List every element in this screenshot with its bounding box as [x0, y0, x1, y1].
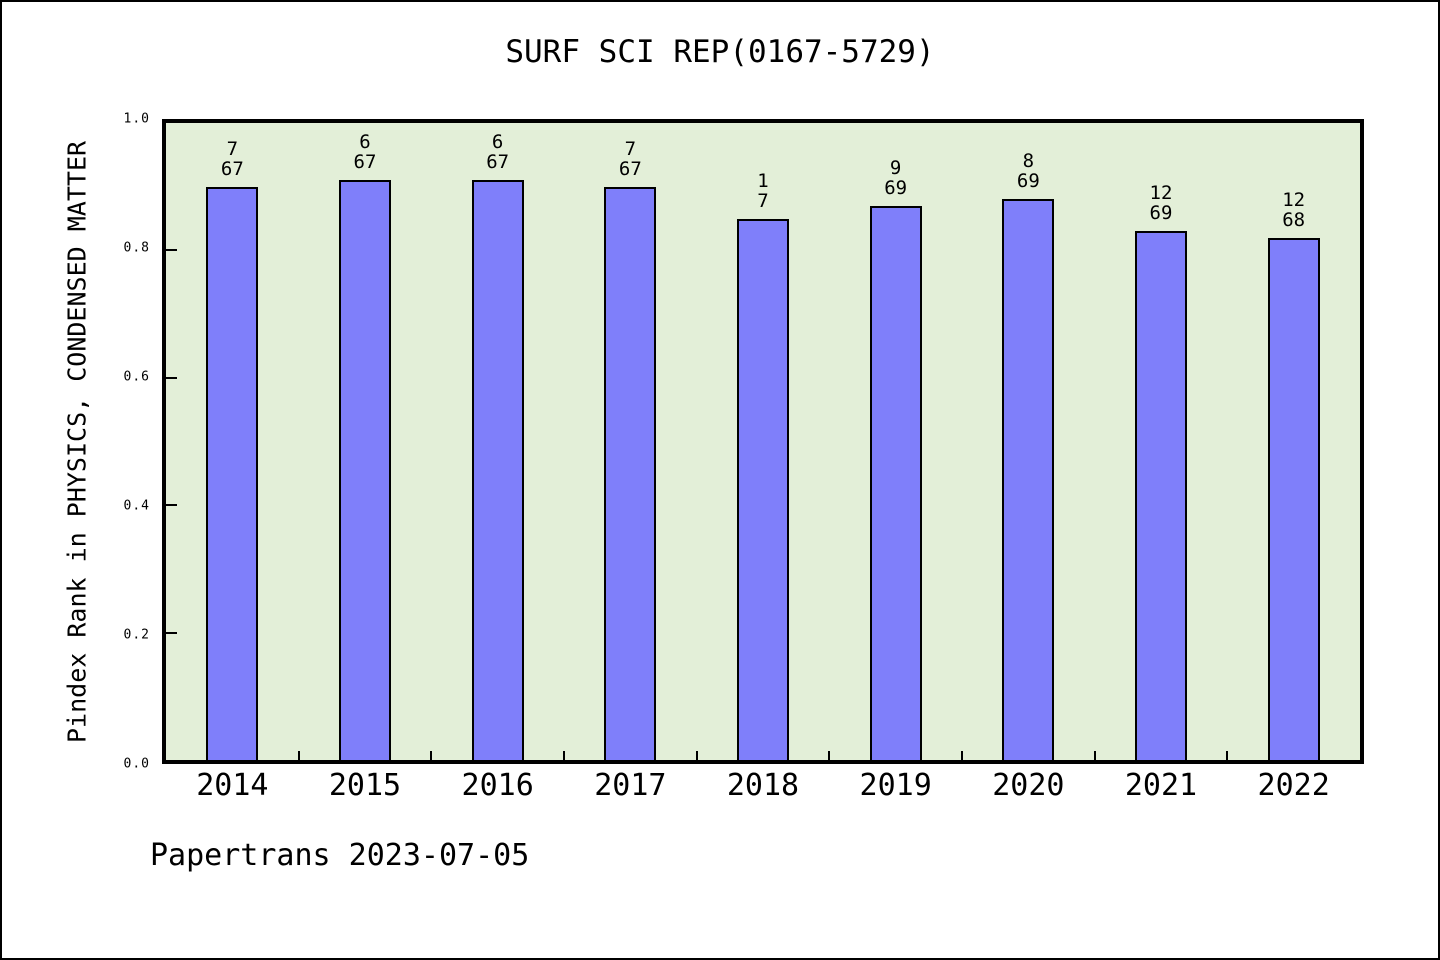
bar-category-2021: 12 69	[1095, 123, 1228, 760]
y-tick-label: 0.4	[123, 498, 150, 514]
bar-value-label: 12 68	[1282, 190, 1305, 230]
bar-value-label: 7 67	[619, 139, 642, 179]
x-tick-label: 2014	[196, 768, 269, 803]
x-tick-label: 2018	[726, 768, 800, 803]
bar	[736, 218, 789, 760]
bar-category-2017: 7 67	[564, 123, 697, 760]
x-axis-tick	[1226, 751, 1229, 760]
rank-value: 7	[226, 137, 239, 160]
total-value: 67	[353, 151, 377, 174]
total-value: 68	[1282, 208, 1306, 231]
bar	[338, 180, 391, 760]
bar	[206, 186, 259, 760]
y-axis-tick	[166, 504, 177, 507]
bar	[1134, 231, 1187, 760]
bar	[471, 180, 524, 760]
total-value: 7	[757, 189, 769, 212]
bar-value-label: 6 67	[486, 132, 509, 172]
y-tick-label: 0.2	[123, 627, 150, 643]
total-value: 69	[884, 176, 908, 199]
rank-value: 12	[1282, 188, 1306, 211]
y-axis-tick	[166, 376, 177, 379]
bar-category-2014: 7 67	[166, 123, 299, 760]
rank-value: 9	[889, 156, 902, 179]
total-value: 69	[1149, 202, 1173, 225]
y-axis-tick	[166, 249, 177, 252]
bar	[1267, 237, 1320, 760]
bar-value-label: 6 67	[354, 132, 377, 172]
y-axis-tick	[166, 631, 177, 634]
x-axis-tick	[828, 751, 831, 760]
bar-value-label: 9 69	[884, 158, 907, 198]
rank-value: 12	[1149, 182, 1173, 205]
total-value: 69	[1016, 170, 1040, 193]
total-value: 67	[618, 157, 642, 180]
bars-layer: 7 67 6 67 6 67 7 67 1 7 9 69 8 69 12 69 12 68	[166, 123, 1360, 760]
x-axis-tick	[1093, 751, 1096, 760]
x-tick-label: 2017	[594, 768, 667, 803]
bar-category-2020: 8 69	[962, 123, 1095, 760]
chart-footer: Papertrans 2023-07-05	[150, 838, 530, 873]
x-axis-tick	[563, 751, 565, 760]
total-value: 67	[486, 151, 510, 174]
x-tick-label: 2020	[992, 768, 1065, 803]
bar-value-label: 8 69	[1017, 151, 1040, 191]
bar	[1002, 199, 1055, 760]
bar-category-2015: 6 67	[299, 123, 432, 760]
x-tick-label: 2019	[859, 768, 932, 803]
x-tick-label: 2021	[1124, 768, 1198, 803]
rank-value: 7	[624, 137, 637, 160]
bar-value-label: 7 67	[221, 139, 244, 179]
total-value: 67	[220, 157, 244, 180]
y-tick-label: 1.0	[123, 111, 150, 127]
x-axis-tick	[297, 751, 300, 760]
rank-value: 6	[491, 131, 504, 154]
x-tick-label: 2016	[461, 768, 534, 803]
x-axis-tick	[961, 751, 963, 760]
rank-value: 8	[1022, 150, 1035, 173]
bar-value-label: 12 69	[1150, 183, 1173, 223]
x-tick-label: 2015	[328, 768, 402, 803]
plot-area: 7 67 6 67 6 67 7 67 1 7 9 69 8 69 12 69 12 68	[162, 119, 1364, 764]
bar-category-2019: 9 69	[829, 123, 962, 760]
rank-value: 1	[757, 169, 769, 192]
y-tick-label: 0.6	[123, 369, 150, 385]
bar	[604, 186, 657, 760]
bar-category-2022: 12 68	[1227, 123, 1360, 760]
y-axis-tick-labels: 0.0 0.2 0.4 0.6 0.8 1.0	[2, 112, 154, 772]
chart-title: SURF SCI REP(0167-5729)	[505, 34, 935, 70]
rank-value: 6	[359, 131, 371, 154]
x-axis-tick	[695, 751, 698, 760]
bar-category-2016: 6 67	[431, 123, 564, 760]
bar	[869, 205, 922, 760]
y-tick-label: 0.8	[123, 240, 150, 256]
y-tick-label: 0.0	[123, 756, 150, 772]
x-axis-tick-labels: 2014 2015 2016 2017 2018 2019 2020 2021 2022	[166, 768, 1360, 808]
x-tick-label: 2022	[1257, 768, 1330, 803]
x-axis-tick	[430, 751, 433, 760]
